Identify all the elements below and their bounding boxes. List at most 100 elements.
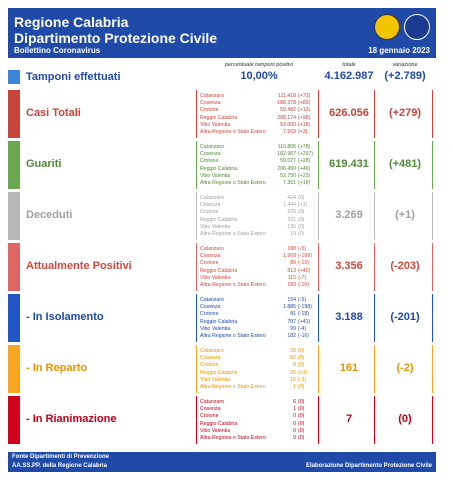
province-value: 59.482	[280, 107, 296, 114]
province-name: Vibo Valentia	[200, 427, 231, 434]
section-variation: (+481)	[388, 158, 422, 170]
section-divider	[318, 396, 319, 444]
province-name: Vibo Valentia	[200, 325, 231, 332]
section-total: 3.188	[335, 311, 363, 323]
province-name: Cosenza	[200, 253, 221, 260]
section-divider	[318, 90, 319, 138]
section-divider	[196, 294, 197, 342]
province-value: 424	[287, 195, 296, 201]
province-delta: (+267)	[298, 151, 314, 158]
footer-source-line2: AA.SS.PP. della Regione Calabria	[12, 463, 107, 469]
province-name: Reggio Calabria	[200, 216, 238, 223]
province-delta: (-199)	[298, 253, 312, 260]
province-name: Cosenza	[200, 202, 221, 209]
footer-source-line1: Fonte Dipartimenti di Prevenzione	[12, 454, 110, 460]
province-value: 1	[293, 406, 296, 413]
province-delta: (+13)	[298, 107, 311, 114]
section-divider	[374, 192, 375, 240]
province-delta: (-15)	[298, 260, 309, 267]
section-variation: (-201)	[390, 311, 420, 323]
section-divider	[432, 243, 433, 291]
province-delta: (0)	[298, 427, 305, 434]
province-delta: (0)	[298, 435, 305, 441]
province-delta: (0)	[298, 406, 305, 413]
province-value: 208.174	[277, 114, 296, 121]
province-name: Crotone	[200, 158, 219, 165]
tamponi-label: Tamponi effettuati	[26, 71, 121, 83]
province-value: 1	[293, 384, 296, 390]
province-delta: (0)	[298, 413, 305, 420]
province-value: 6	[293, 399, 296, 405]
section-label: - In Reparto	[26, 362, 88, 374]
protezione-civile-logo-icon	[404, 14, 430, 40]
section-divider	[318, 345, 319, 393]
section-variation: (-2)	[396, 362, 414, 374]
province-name: Reggio Calabria	[200, 369, 238, 376]
section-total: 626.056	[329, 107, 369, 119]
province-value: 0	[293, 427, 296, 434]
section-total: 161	[339, 362, 359, 374]
section-divider	[432, 192, 433, 240]
province-name: Catanzaro	[200, 246, 224, 252]
section-total: 3.269	[335, 209, 363, 221]
province-value: 89	[290, 260, 296, 267]
province-delta: (0)	[298, 231, 305, 237]
section-color-bar	[8, 243, 20, 291]
section-label: Attualmente Positivi	[26, 260, 132, 272]
province-delta: (0)	[298, 223, 305, 230]
province-delta: (+19)	[298, 180, 311, 186]
tamponi-color-bar	[8, 70, 20, 84]
province-delta: (-198)	[298, 304, 312, 311]
province-delta: (0)	[298, 209, 305, 216]
section-total: 3.356	[335, 260, 363, 272]
province-delta: (+42)	[298, 267, 311, 274]
section-color-bar	[8, 396, 20, 444]
province-value: 59.027	[280, 158, 296, 165]
province-value: 787	[287, 318, 296, 325]
province-value: 111.418	[278, 93, 296, 99]
province-name: Altra Regione o Stato Estero	[200, 231, 266, 237]
province-value: 276	[287, 209, 296, 216]
section-divider	[318, 192, 319, 240]
section-divider	[374, 345, 375, 393]
province-delta: (0)	[298, 420, 305, 427]
province-name: Reggio Calabria	[200, 420, 238, 427]
province-delta: (-5)	[298, 246, 307, 252]
province-value: 99	[290, 325, 296, 332]
section-divider	[374, 141, 375, 189]
province-value: 26	[290, 369, 296, 376]
column-header-percentage: percentuale tamponi positivi	[224, 62, 294, 68]
section-divider	[432, 90, 433, 138]
section-label: Deceduti	[26, 209, 73, 221]
section-divider	[196, 396, 197, 444]
province-value: 7.361	[283, 180, 296, 186]
section-label: - In Rianimazione	[26, 413, 117, 425]
column-header-variation: variazione	[392, 62, 418, 68]
province-value: 7.563	[283, 129, 296, 135]
province-name: Reggio Calabria	[200, 267, 238, 274]
section-label: Guariti	[26, 158, 62, 170]
province-delta: (-5)	[298, 297, 307, 303]
footer-credit: Elaborazione Dipartimento Protezione Civ…	[305, 463, 432, 469]
province-name: Catanzaro	[200, 195, 224, 201]
section-variation: (+279)	[388, 107, 422, 119]
province-name: Reggio Calabria	[200, 165, 238, 172]
province-name: Crotone	[200, 362, 219, 369]
province-value: 0	[293, 413, 296, 420]
column-header-total: totale	[342, 62, 356, 68]
province-value: 188.378	[277, 100, 296, 107]
section-divider	[196, 243, 197, 291]
province-name: Reggio Calabria	[200, 318, 238, 325]
province-delta: (0)	[298, 362, 305, 369]
header-banner: Regione Calabria Dipartimento Protezione…	[8, 8, 436, 58]
section-divider	[374, 90, 375, 138]
province-value: 1.968	[283, 253, 296, 260]
province-name: Catanzaro	[200, 399, 224, 405]
province-delta: (-3)	[298, 376, 307, 383]
section-label: - In Isolamento	[26, 311, 104, 323]
province-name: Crotone	[200, 209, 219, 216]
province-name: Altra Regione o Stato Estero	[200, 333, 266, 339]
province-name: Altra Regione o Stato Estero	[200, 435, 266, 441]
province-delta: (0)	[298, 348, 305, 354]
province-delta: (-18)	[298, 311, 309, 318]
